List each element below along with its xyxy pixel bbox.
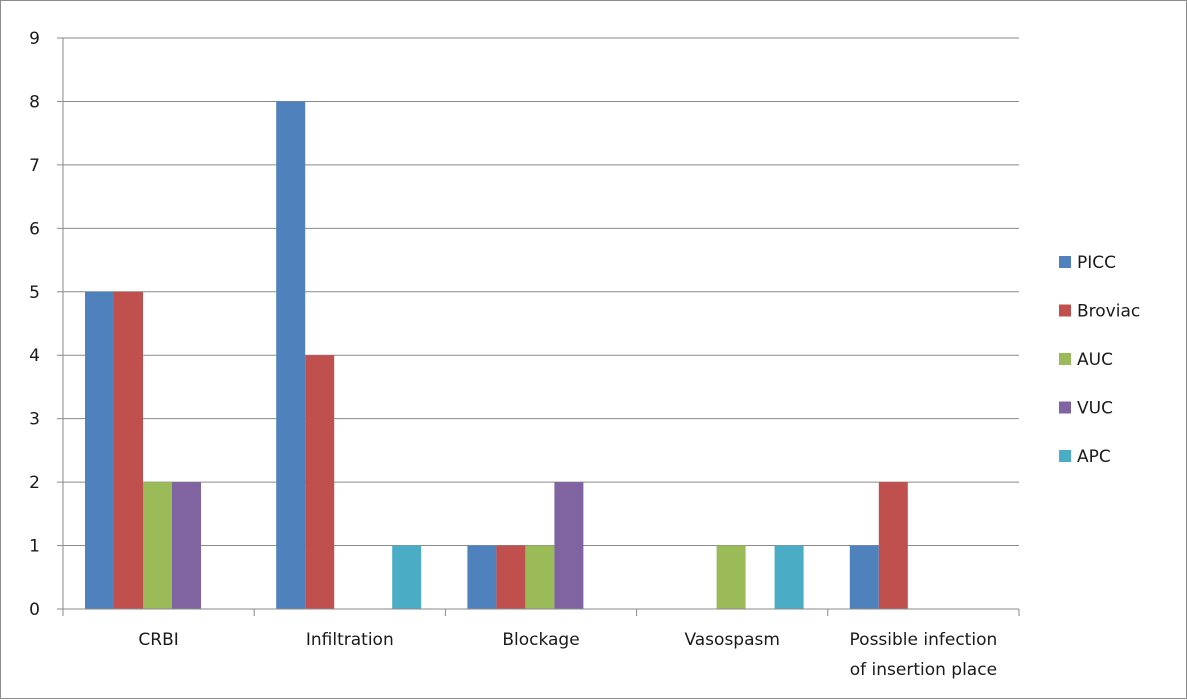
x-tick-label: Infiltration — [306, 630, 394, 650]
legend-label: PICC — [1077, 253, 1116, 273]
bar-apc — [392, 545, 422, 609]
x-tick-label: Possible infection — [850, 630, 998, 650]
gridlines — [63, 37, 1019, 547]
bar-auc — [143, 482, 172, 609]
bar-auc — [716, 545, 746, 609]
y-tick-label: 5 — [29, 283, 40, 303]
legend-label: APC — [1077, 447, 1111, 467]
bar-picc — [85, 291, 114, 609]
x-tick-label: Blockage — [502, 630, 579, 650]
bar-vuc — [172, 482, 201, 609]
y-tick-label: 4 — [29, 346, 40, 366]
bar-vuc — [554, 482, 584, 609]
bar-picc — [276, 101, 306, 609]
bar-apc — [774, 545, 804, 609]
axes — [57, 37, 1020, 616]
y-tick-label: 6 — [29, 219, 40, 239]
legend-label: Broviac — [1077, 302, 1140, 322]
y-tick-label: 7 — [29, 156, 40, 176]
y-tick-label: 1 — [29, 537, 40, 557]
bar-picc — [467, 545, 497, 609]
legend-swatch-vuc — [1059, 401, 1071, 414]
y-tick-label: 2 — [29, 473, 40, 493]
y-tick-label: 8 — [29, 92, 40, 112]
bar-broviac — [305, 355, 335, 609]
legend-swatch-picc — [1059, 256, 1071, 268]
bar-broviac — [878, 482, 908, 609]
legend-swatch-auc — [1059, 353, 1071, 365]
y-tick-label: 9 — [29, 29, 40, 49]
x-axis-tick-labels: CRBI Infiltration Blockage Vasospasm Possibl… — [138, 630, 997, 680]
legend-label: AUC — [1077, 350, 1113, 370]
x-tick-label: of insertion place — [850, 660, 997, 680]
bar-broviac — [114, 291, 143, 609]
bar-auc — [525, 545, 555, 609]
y-tick-label: 0 — [29, 600, 40, 620]
x-tick-label: Vasospasm — [684, 630, 779, 650]
x-tick-label: CRBI — [138, 630, 178, 650]
legend-swatch-broviac — [1059, 304, 1071, 317]
bar-picc — [849, 545, 879, 609]
bar-broviac — [496, 545, 526, 609]
y-axis-tick-labels: 0 1 2 3 4 5 6 7 8 9 — [29, 29, 40, 620]
legend: PICC Broviac AUC VUC APC — [1059, 253, 1140, 467]
y-tick-label: 3 — [29, 410, 40, 430]
legend-label: VUC — [1077, 399, 1113, 419]
legend-swatch-apc — [1059, 450, 1071, 462]
bars — [85, 101, 908, 609]
